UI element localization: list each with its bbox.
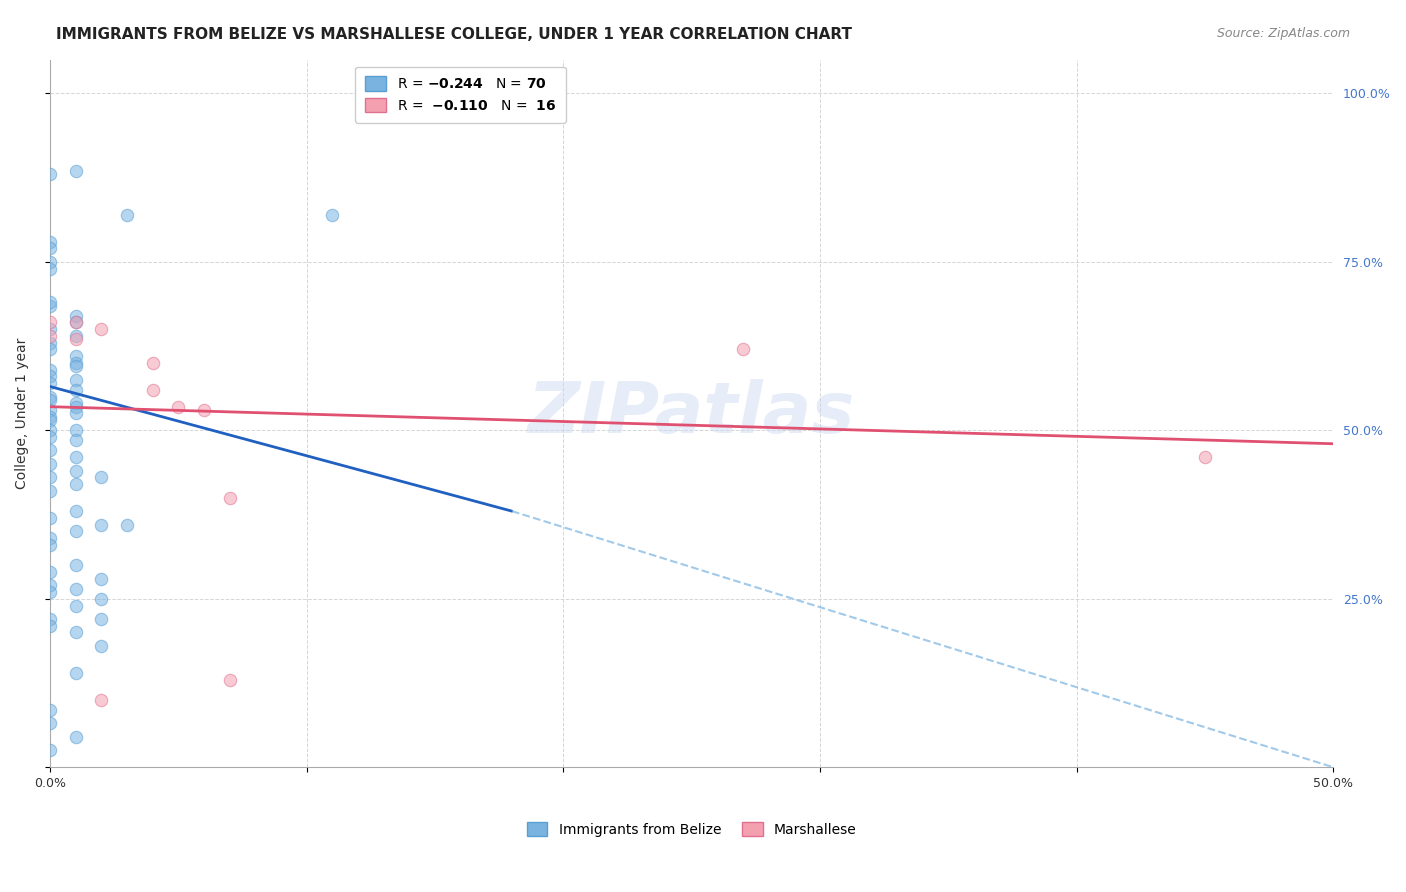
Point bbox=[38, 241, 60, 255]
Point bbox=[38, 409, 60, 424]
Point bbox=[38, 443, 60, 458]
Text: ZIPatlas: ZIPatlas bbox=[527, 379, 855, 448]
Point bbox=[38, 343, 60, 357]
Point bbox=[38, 335, 60, 350]
Point bbox=[65, 383, 87, 397]
Point bbox=[38, 565, 60, 579]
Point bbox=[38, 423, 60, 437]
Point bbox=[65, 423, 87, 437]
Point bbox=[38, 483, 60, 498]
Text: Source: ZipAtlas.com: Source: ZipAtlas.com bbox=[1216, 27, 1350, 40]
Point bbox=[65, 434, 87, 448]
Point bbox=[38, 585, 60, 599]
Point bbox=[90, 322, 112, 336]
Point bbox=[65, 332, 87, 346]
Point bbox=[65, 349, 87, 363]
Point bbox=[65, 665, 87, 680]
Point bbox=[65, 464, 87, 478]
Point bbox=[218, 491, 240, 505]
Point bbox=[65, 406, 87, 420]
Point bbox=[38, 612, 60, 626]
Point bbox=[38, 392, 60, 407]
Point bbox=[115, 517, 138, 532]
Point bbox=[38, 329, 60, 343]
Point bbox=[38, 703, 60, 717]
Point bbox=[90, 693, 112, 707]
Point bbox=[141, 383, 163, 397]
Point bbox=[321, 208, 343, 222]
Point bbox=[90, 639, 112, 653]
Point bbox=[218, 673, 240, 687]
Point bbox=[38, 743, 60, 757]
Point bbox=[65, 163, 87, 178]
Point bbox=[38, 390, 60, 404]
Point bbox=[38, 322, 60, 336]
Point bbox=[65, 309, 87, 323]
Point bbox=[38, 235, 60, 249]
Point bbox=[38, 369, 60, 384]
Point bbox=[1194, 450, 1216, 465]
Point bbox=[65, 396, 87, 410]
Point bbox=[38, 167, 60, 181]
Point bbox=[65, 582, 87, 596]
Point bbox=[90, 572, 112, 586]
Point bbox=[90, 517, 112, 532]
Point bbox=[38, 578, 60, 592]
Point bbox=[65, 450, 87, 465]
Point bbox=[65, 329, 87, 343]
Point bbox=[65, 599, 87, 613]
Point bbox=[38, 470, 60, 484]
Point bbox=[167, 400, 190, 414]
Point bbox=[38, 457, 60, 471]
Point bbox=[38, 376, 60, 390]
Point bbox=[65, 315, 87, 329]
Point bbox=[38, 261, 60, 276]
Y-axis label: College, Under 1 year: College, Under 1 year bbox=[15, 338, 30, 489]
Point bbox=[115, 208, 138, 222]
Point bbox=[65, 400, 87, 414]
Point bbox=[38, 403, 60, 417]
Point bbox=[38, 413, 60, 427]
Point bbox=[65, 730, 87, 744]
Point bbox=[38, 295, 60, 310]
Point bbox=[65, 625, 87, 640]
Point bbox=[65, 356, 87, 370]
Point bbox=[65, 359, 87, 374]
Point bbox=[731, 343, 754, 357]
Point bbox=[38, 430, 60, 444]
Text: IMMIGRANTS FROM BELIZE VS MARSHALLESE COLLEGE, UNDER 1 YEAR CORRELATION CHART: IMMIGRANTS FROM BELIZE VS MARSHALLESE CO… bbox=[56, 27, 852, 42]
Point bbox=[90, 612, 112, 626]
Point bbox=[141, 356, 163, 370]
Point bbox=[65, 504, 87, 518]
Point bbox=[38, 254, 60, 268]
Point bbox=[38, 299, 60, 313]
Legend: Immigrants from Belize, Marshallese: Immigrants from Belize, Marshallese bbox=[522, 817, 862, 843]
Point bbox=[38, 362, 60, 376]
Point bbox=[38, 618, 60, 632]
Point bbox=[65, 373, 87, 387]
Point bbox=[65, 524, 87, 539]
Point bbox=[38, 511, 60, 525]
Point bbox=[90, 470, 112, 484]
Point bbox=[65, 477, 87, 491]
Point bbox=[38, 315, 60, 329]
Point bbox=[38, 716, 60, 731]
Point bbox=[38, 531, 60, 545]
Point bbox=[65, 315, 87, 329]
Point bbox=[65, 558, 87, 572]
Point bbox=[38, 538, 60, 552]
Point bbox=[90, 591, 112, 606]
Point bbox=[193, 403, 215, 417]
